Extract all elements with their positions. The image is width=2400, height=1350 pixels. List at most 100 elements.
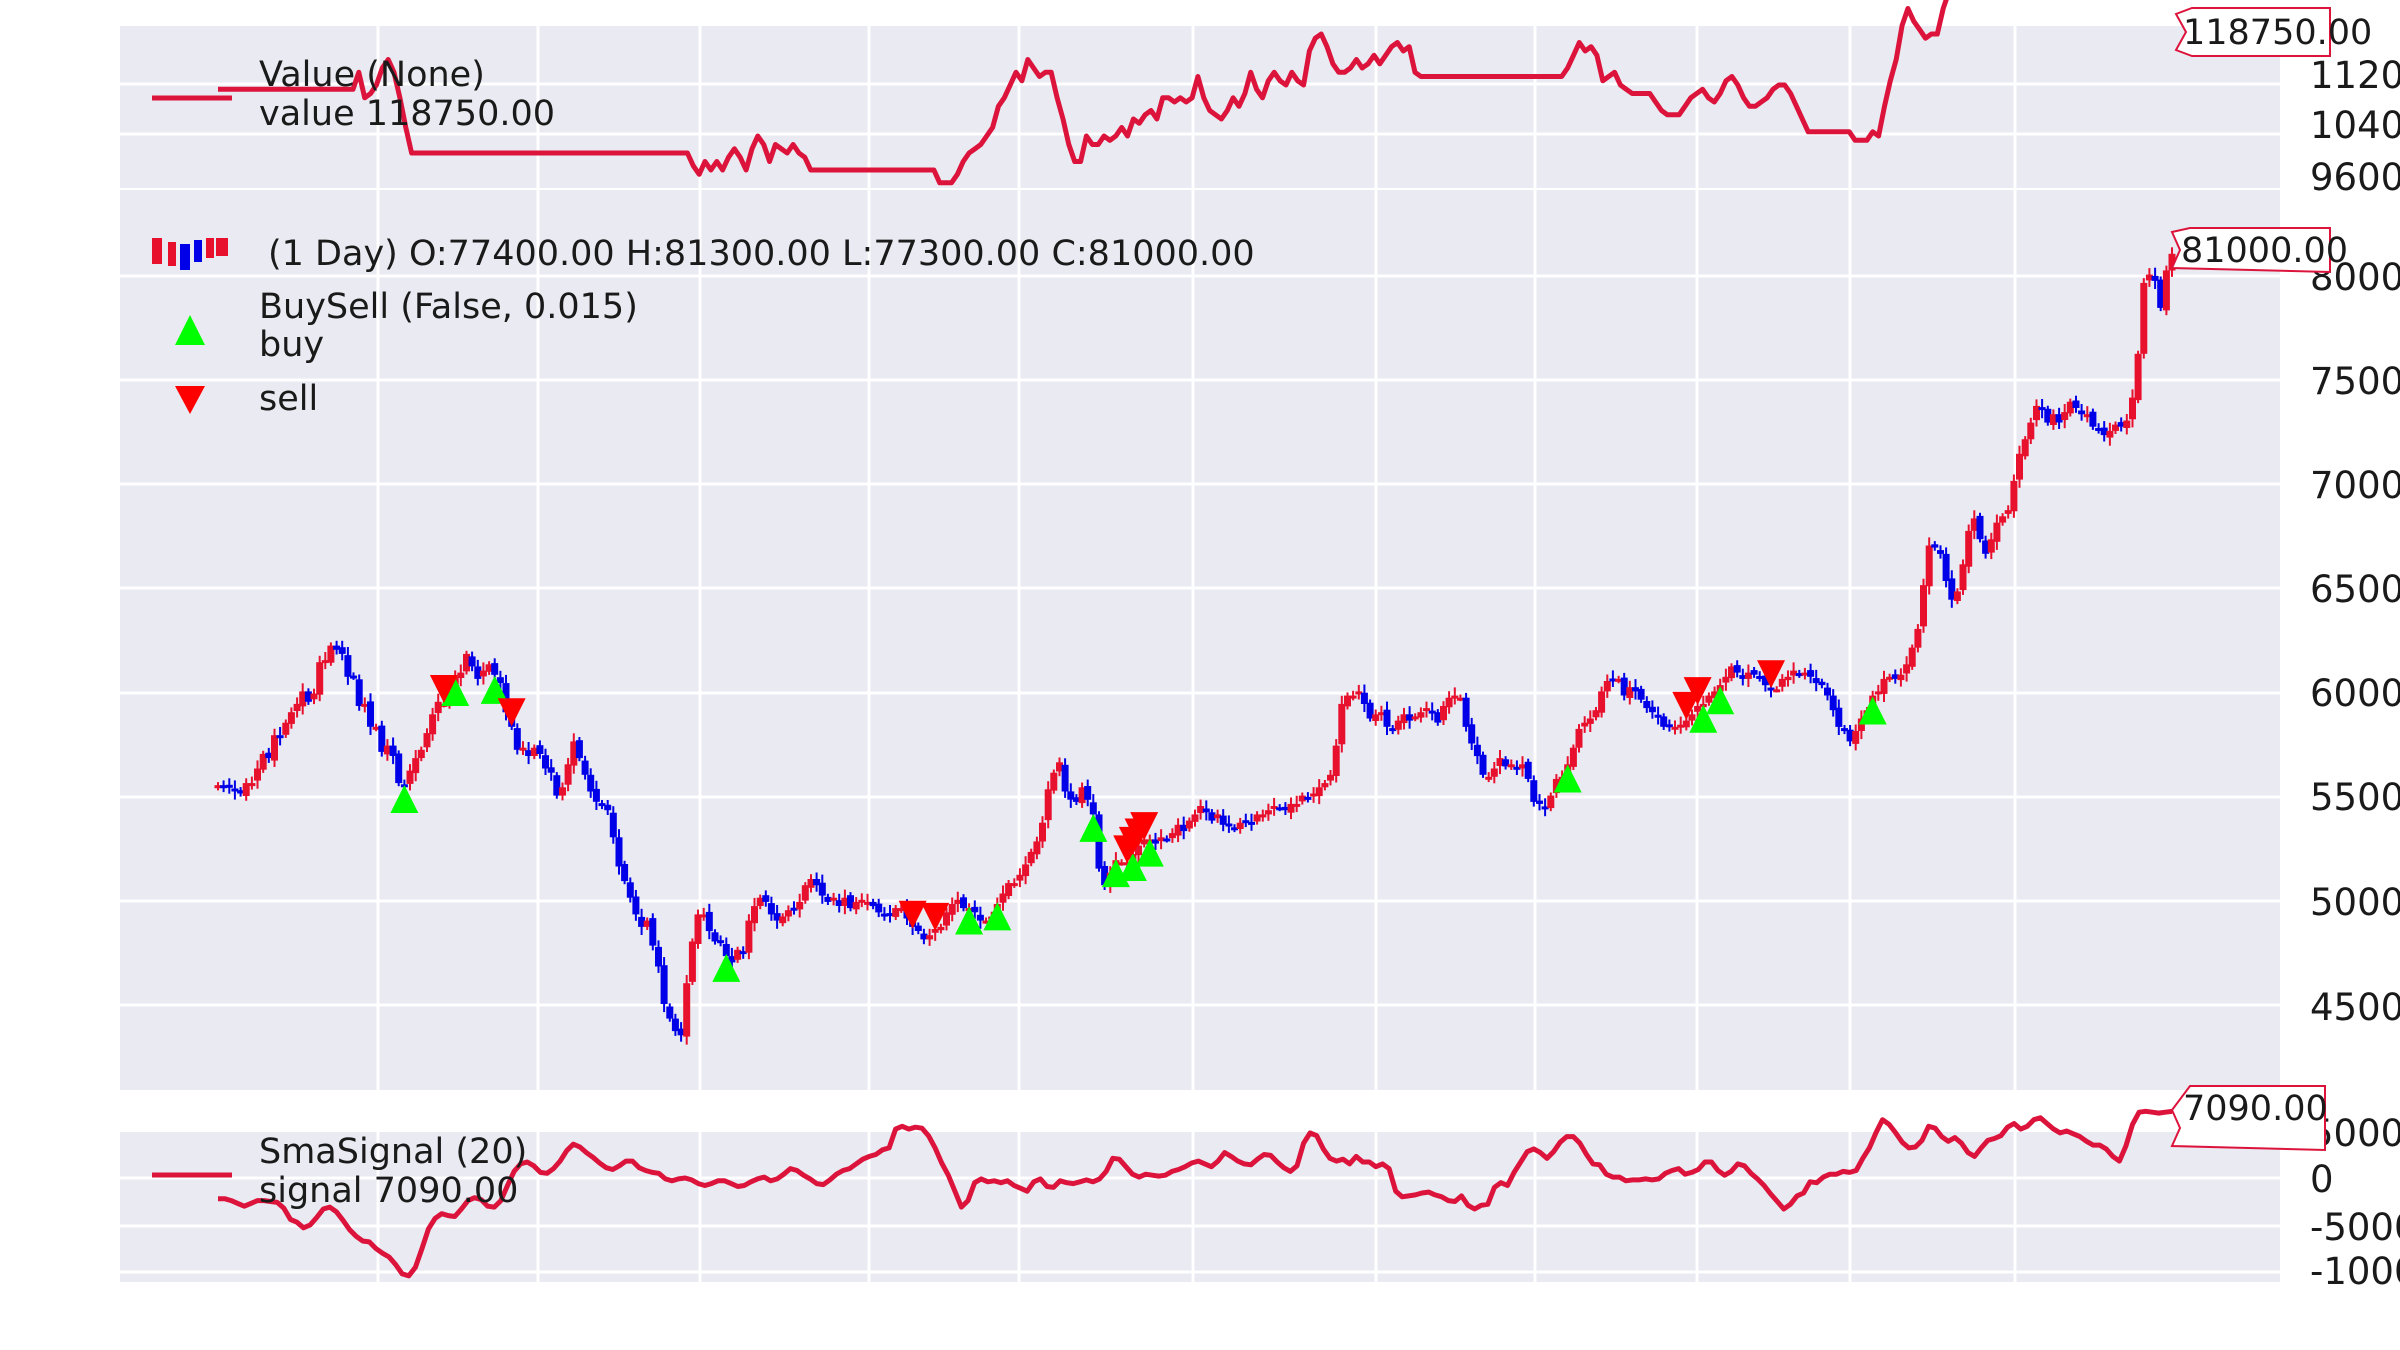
candle-body bbox=[948, 904, 956, 915]
candle-legend-glyph bbox=[216, 238, 228, 256]
candle-body bbox=[1744, 672, 1752, 679]
candle-body bbox=[1315, 787, 1323, 797]
candle-body bbox=[395, 753, 403, 784]
candle-body bbox=[2044, 408, 2052, 423]
signal-series bbox=[218, 1108, 2173, 1279]
candle-body bbox=[1264, 810, 1272, 815]
sell-marker bbox=[921, 902, 950, 931]
candle-body bbox=[643, 920, 651, 927]
candle-body bbox=[1547, 795, 1555, 809]
candle-body bbox=[875, 903, 883, 913]
candle-body bbox=[1897, 674, 1905, 681]
candle-body bbox=[1360, 692, 1368, 704]
candle-body bbox=[609, 812, 617, 838]
candle-body bbox=[2089, 411, 2097, 427]
candle-body bbox=[355, 679, 363, 706]
candle-body bbox=[1027, 851, 1035, 864]
candle-body bbox=[649, 918, 657, 946]
candle-body bbox=[2095, 428, 2103, 431]
ohlc-legend: (1 Day) O:77400.00 H:81300.00 L:77300.00… bbox=[268, 234, 1255, 274]
candle-body bbox=[1473, 744, 1481, 757]
candle-body bbox=[1225, 823, 1233, 827]
candle-body bbox=[372, 726, 380, 730]
candle-body bbox=[1310, 793, 1318, 797]
candle-body bbox=[248, 783, 256, 787]
candle-body bbox=[1908, 647, 1916, 667]
candle-body bbox=[1050, 772, 1058, 791]
candle-body bbox=[344, 655, 352, 677]
candle-body bbox=[598, 803, 606, 807]
sell-marker bbox=[1757, 660, 1786, 689]
value-panel bbox=[120, 26, 2280, 188]
candle-body bbox=[1925, 545, 1933, 587]
candle-body bbox=[1874, 691, 1882, 695]
candle-body bbox=[1914, 628, 1922, 648]
candle-body bbox=[1970, 518, 1978, 531]
candle-body bbox=[1366, 702, 1374, 719]
candle-body bbox=[728, 956, 736, 963]
buy-marker bbox=[1553, 764, 1582, 793]
candle-body bbox=[242, 783, 250, 796]
candle-body bbox=[1445, 697, 1453, 708]
candle-body bbox=[1349, 695, 1357, 699]
candle-body bbox=[756, 897, 764, 906]
candle-legend-glyph bbox=[180, 244, 190, 270]
buy-marker bbox=[1135, 838, 1164, 867]
candle-body bbox=[813, 879, 821, 886]
candle-body bbox=[2078, 410, 2086, 415]
candle-body bbox=[1152, 839, 1159, 844]
candle-body bbox=[1812, 678, 1820, 684]
y-tick-label: 0 bbox=[2310, 1158, 2334, 1201]
candle-body bbox=[864, 901, 871, 905]
candle-body bbox=[869, 901, 877, 907]
candle-body bbox=[1773, 689, 1781, 693]
candle-body bbox=[784, 910, 792, 917]
candle-body bbox=[1665, 724, 1673, 728]
candle-body bbox=[920, 933, 928, 940]
candle-body bbox=[1937, 550, 1944, 554]
candle-body bbox=[1248, 821, 1255, 825]
candle-body bbox=[1502, 759, 1510, 767]
candle-body bbox=[1394, 720, 1402, 730]
signal-legend-title: SmaSignal (20) bbox=[259, 1132, 527, 1172]
candle-body bbox=[847, 895, 854, 909]
candle-body bbox=[491, 663, 499, 675]
candle-body bbox=[1976, 515, 1984, 540]
candle-body bbox=[2038, 407, 2046, 411]
candle-body bbox=[1632, 687, 1639, 692]
candle-body bbox=[1750, 670, 1758, 675]
candle-body bbox=[2072, 400, 2080, 408]
candle-body bbox=[513, 728, 521, 750]
candle-body bbox=[310, 693, 318, 700]
candle-body bbox=[1778, 678, 1786, 687]
candle-body bbox=[304, 691, 312, 702]
candle-body bbox=[632, 896, 640, 915]
candle-body bbox=[231, 788, 239, 792]
buy-marker bbox=[1689, 704, 1718, 733]
candle-body bbox=[2134, 353, 2142, 401]
buy-marker bbox=[1706, 686, 1735, 715]
candle-body bbox=[1965, 530, 1973, 567]
candle-body bbox=[2004, 510, 2012, 514]
candle-body bbox=[547, 767, 555, 773]
candle-body bbox=[536, 745, 544, 754]
candle-body bbox=[655, 946, 662, 967]
candle-body bbox=[1581, 722, 1589, 727]
candle-body bbox=[1603, 681, 1611, 692]
candle-body bbox=[982, 920, 990, 924]
candle-body bbox=[751, 906, 758, 924]
candle-body bbox=[2140, 282, 2148, 354]
candle-body bbox=[1705, 695, 1713, 703]
candle-body bbox=[1609, 678, 1617, 682]
candle-body bbox=[1620, 677, 1628, 696]
buy-marker bbox=[955, 906, 984, 935]
candle-body bbox=[790, 907, 798, 911]
candle-body bbox=[1891, 674, 1899, 679]
candle-body bbox=[417, 749, 425, 759]
candle-body bbox=[1377, 712, 1385, 716]
candle-body bbox=[2162, 270, 2170, 311]
candle-body bbox=[914, 925, 922, 931]
candle-body bbox=[1084, 786, 1092, 800]
candle-body bbox=[1016, 874, 1024, 881]
candle-body bbox=[818, 882, 826, 896]
